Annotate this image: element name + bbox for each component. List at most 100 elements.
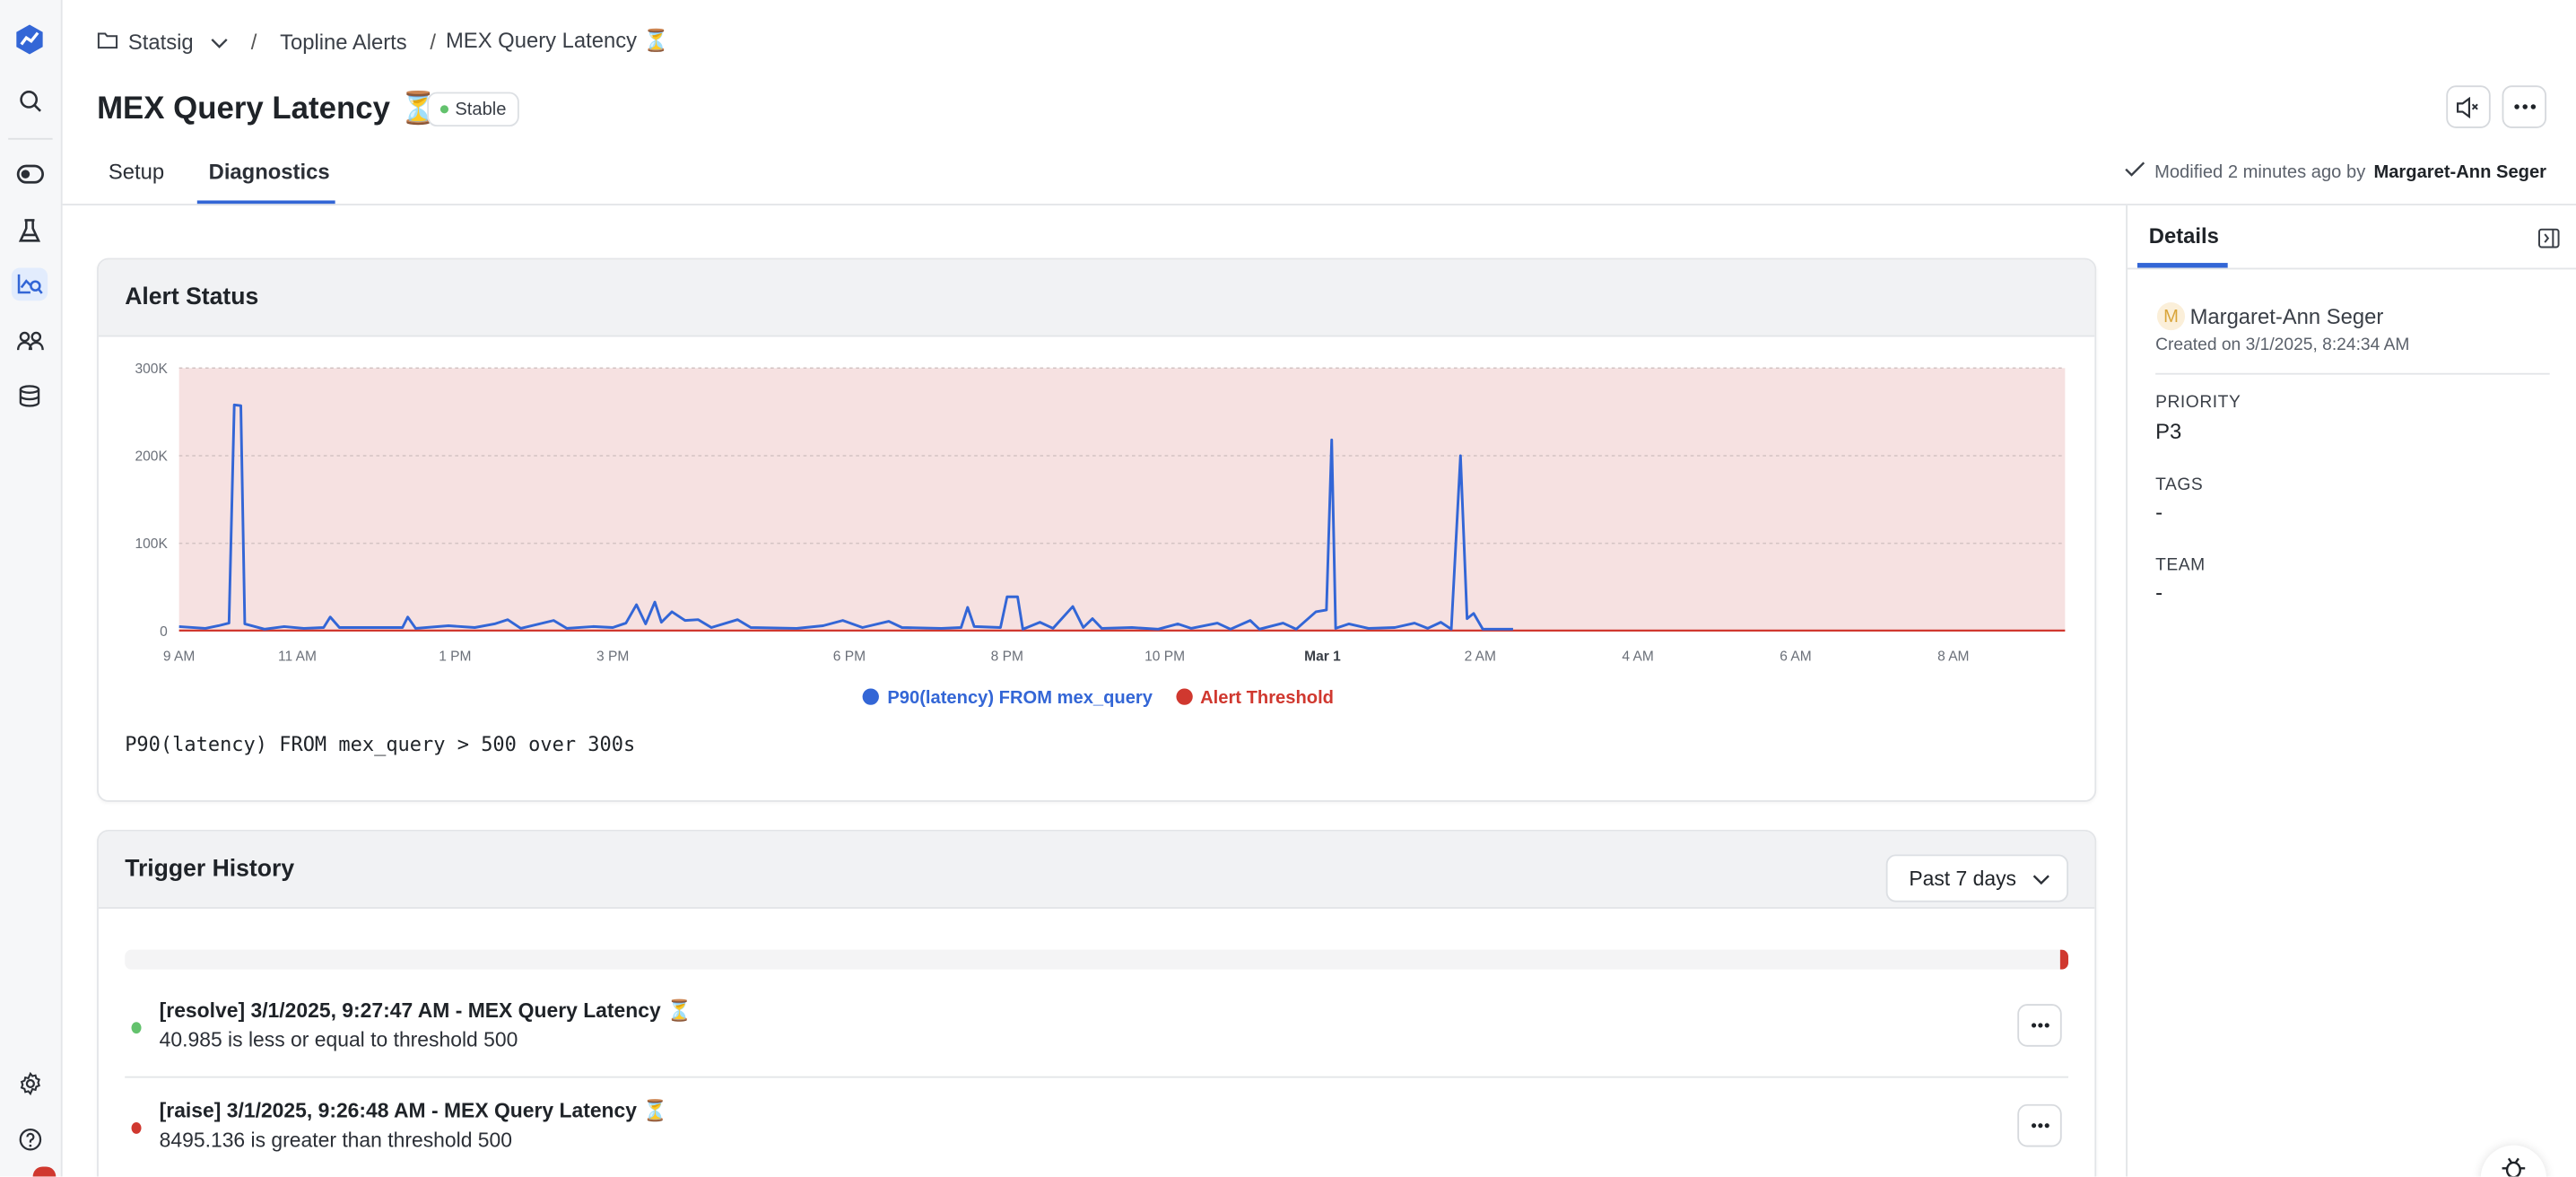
legend-label: Alert Threshold xyxy=(1200,688,1334,709)
x-tick-label: 6 AM xyxy=(1780,649,1811,664)
creator-name[interactable]: Margaret-Ann Seger xyxy=(2189,303,2384,329)
x-tick-label: 10 PM xyxy=(1144,649,1185,664)
modified-text: Modified 2 minutes ago by xyxy=(2154,161,2366,182)
trigger-detail: 40.985 is less or equal to threshold 500 xyxy=(159,1028,518,1052)
gear-icon[interactable] xyxy=(12,1067,48,1100)
search-icon[interactable] xyxy=(12,83,48,117)
y-tick-label: 300K xyxy=(135,362,169,377)
raise-status-dot xyxy=(131,1122,142,1134)
priority-value: P3 xyxy=(2155,419,2182,444)
users-icon[interactable] xyxy=(12,324,48,357)
tab-diagnostics[interactable]: Diagnostics xyxy=(208,159,330,185)
x-tick-label: 8 PM xyxy=(991,649,1023,664)
flask-icon[interactable] xyxy=(12,214,48,247)
trigger-more-button[interactable] xyxy=(2017,1103,2062,1147)
ellipsis-icon xyxy=(2031,1023,2049,1028)
breadcrumb-root[interactable]: Statsig xyxy=(127,29,194,54)
more-options-button[interactable] xyxy=(2502,85,2547,128)
page-title: MEX Query Latency ⏳ xyxy=(97,92,438,127)
alert-status-card: Alert Status 0 100K 200K 300K 9 AM 11 AM 1 PM 3… xyxy=(97,257,2097,802)
chevron-down-icon xyxy=(2032,867,2050,890)
breadcrumb-folder[interactable]: Topline Alerts xyxy=(280,29,407,54)
trigger-timeline-bar xyxy=(125,949,2069,970)
toggle-icon[interactable] xyxy=(12,158,48,191)
details-separator xyxy=(2155,372,2550,375)
y-tick-label: 100K xyxy=(135,536,169,552)
bug-report-button[interactable] xyxy=(2480,1145,2547,1177)
breadcrumb: Statsig / Topline Alerts / MEX Query Lat… xyxy=(97,26,669,56)
x-tick-label: 4 AM xyxy=(1622,649,1653,664)
sidebar-divider xyxy=(8,137,53,140)
details-divider xyxy=(2127,267,2576,270)
team-value: - xyxy=(2155,580,2163,606)
legend-dot xyxy=(1175,688,1192,705)
details-tab[interactable]: Details xyxy=(2148,223,2219,248)
trigger-item[interactable]: [raise] 3/1/2025, 9:26:48 AM - MEX Query… xyxy=(125,1078,2068,1177)
trigger-history-header: Trigger History Past 7 days xyxy=(98,831,2095,909)
trigger-item[interactable]: [resolve] 3/1/2025, 9:27:47 AM - MEX Que… xyxy=(125,978,2069,1078)
x-tick-label: Mar 1 xyxy=(1304,649,1341,664)
active-tab-indicator xyxy=(196,200,335,205)
speaker-mute-icon xyxy=(2457,96,2478,118)
ellipsis-icon xyxy=(2513,104,2536,109)
tags-value: - xyxy=(2155,499,2163,525)
resolve-status-dot xyxy=(131,1022,142,1034)
x-tick-label: 11 AM xyxy=(278,649,317,664)
trigger-more-button[interactable] xyxy=(2017,1004,2062,1047)
legend-label: P90(latency) FROM mex_query xyxy=(887,688,1153,709)
chart-legend: P90(latency) FROM mex_query Alert Thresh… xyxy=(99,688,2094,709)
x-tick-label: 6 PM xyxy=(833,649,866,664)
modified-by: Margaret-Ann Seger xyxy=(2373,161,2547,182)
modified-info: Modified 2 minutes ago by Margaret-Ann S… xyxy=(2125,161,2546,182)
trigger-history-card: Trigger History Past 7 days [resolve] 3/… xyxy=(97,829,2097,1177)
tags-label: TAGS xyxy=(2155,475,2204,495)
ellipsis-icon xyxy=(2031,1123,2049,1129)
bug-icon xyxy=(2502,1157,2526,1177)
collapse-panel-icon[interactable] xyxy=(2537,227,2560,257)
breadcrumb-current: MEX Query Latency ⏳ xyxy=(445,28,670,53)
trigger-title: [resolve] 3/1/2025, 9:27:47 AM - MEX Que… xyxy=(159,998,692,1023)
x-tick-label: 8 AM xyxy=(1937,649,1969,664)
series-line-p90 xyxy=(178,403,1513,631)
tab-setup[interactable]: Setup xyxy=(108,159,165,185)
sidebar xyxy=(0,0,63,1177)
alert-chart: 0 100K 200K 300K 9 AM 11 AM 1 PM 3 PM 6 PM 8 PM 10… xyxy=(135,362,2066,664)
help-icon[interactable] xyxy=(12,1122,48,1155)
details-tab-indicator xyxy=(2137,263,2228,268)
status-dot xyxy=(439,105,449,114)
mute-button[interactable] xyxy=(2446,85,2491,128)
x-tick-label: 3 PM xyxy=(596,649,629,664)
priority-label: PRIORITY xyxy=(2155,392,2241,413)
check-icon xyxy=(2125,161,2146,182)
status-label: Stable xyxy=(455,99,507,119)
y-tick-label: 200K xyxy=(135,449,169,464)
chevron-down-icon[interactable] xyxy=(210,29,228,53)
trigger-timeline-fill xyxy=(2060,949,2069,970)
time-range-select[interactable]: Past 7 days xyxy=(1885,854,2069,902)
chart-search-icon[interactable] xyxy=(11,267,48,301)
time-range-value: Past 7 days xyxy=(1909,867,2017,890)
avatar: M xyxy=(2156,302,2186,331)
notification-badge[interactable] xyxy=(32,1166,57,1177)
breadcrumb-separator: / xyxy=(250,29,257,54)
created-date: Created on 3/1/2025, 8:24:34 AM xyxy=(2155,335,2410,355)
logo-icon[interactable] xyxy=(12,23,48,57)
legend-dot xyxy=(862,688,880,705)
details-panel: Details M Margaret-Ann Seger Created on … xyxy=(2126,205,2576,1177)
status-badge: Stable xyxy=(427,92,520,127)
trigger-detail: 8495.136 is greater than threshold 500 xyxy=(159,1129,513,1152)
alert-status-title: Alert Status xyxy=(98,259,2095,337)
y-tick-label: 0 xyxy=(160,624,168,640)
team-label: TEAM xyxy=(2155,555,2206,576)
database-icon[interactable] xyxy=(12,379,48,413)
legend-item-p90[interactable]: P90(latency) FROM mex_query xyxy=(862,688,1153,709)
trigger-title: [raise] 3/1/2025, 9:26:48 AM - MEX Query… xyxy=(159,1099,668,1123)
folder-icon xyxy=(97,29,118,53)
trigger-history-title: Trigger History xyxy=(125,856,295,883)
legend-item-threshold[interactable]: Alert Threshold xyxy=(1175,688,1334,709)
x-tick-label: 9 AM xyxy=(163,649,195,664)
threshold-region xyxy=(178,368,2066,631)
header-divider xyxy=(62,204,2576,205)
x-tick-label: 1 PM xyxy=(439,649,471,664)
